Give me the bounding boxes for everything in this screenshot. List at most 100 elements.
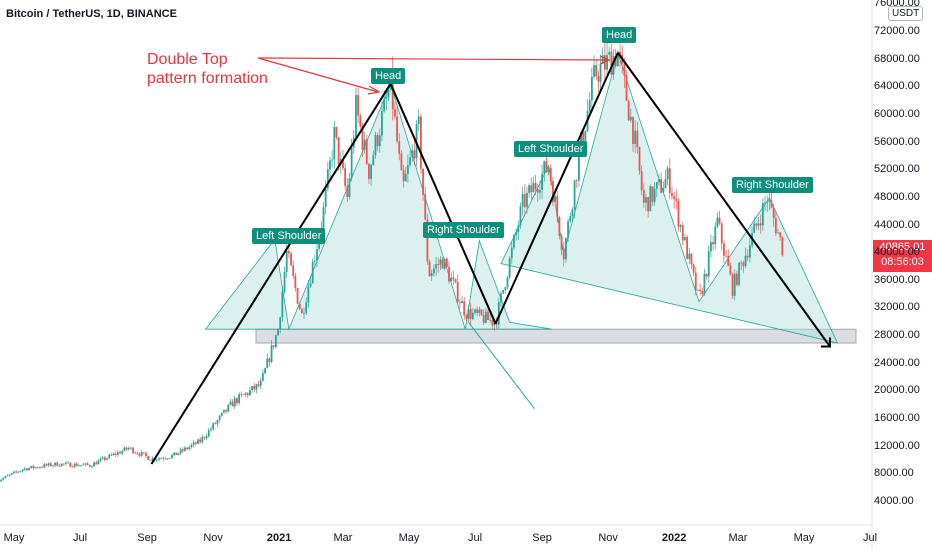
candle-body [636,130,639,148]
candle-body [645,197,647,203]
candle-body [99,458,102,461]
candle-body [104,457,106,460]
candle-body [344,168,347,187]
candle-body [119,452,121,454]
candle-body [65,462,67,464]
candle-body [160,458,163,459]
candle-body [710,242,712,252]
candle-body [482,315,485,323]
right-shoulder-badge-2: Right Shoulder [732,177,813,193]
candle-body [28,468,31,471]
candle-body [774,218,777,234]
candle-body [489,319,492,321]
price-tick: 32000.00 [874,301,920,314]
candle-body [2,478,5,480]
candle-body [32,465,35,469]
candle-body [469,308,472,319]
candle-body [532,182,535,193]
candle-body [761,203,764,226]
candle-body [577,151,580,181]
candle-body [445,258,448,267]
candle-body [329,160,331,170]
candle-body [316,249,318,261]
candle-body [677,201,680,227]
candle-body [75,463,78,467]
candle-body [71,466,74,468]
candle-body [19,471,22,472]
candle-body [716,217,719,227]
candle-body [720,223,723,244]
candle-body [497,302,500,325]
trend-line-up-2 [494,52,619,325]
candle-body [106,458,108,460]
candle-body [484,311,487,323]
candle-body [346,186,349,197]
time-tick: Sep [137,532,157,544]
annotation-arrowhead-1 [599,55,611,65]
right-shoulder-badge-1: Right Shoulder [423,222,504,238]
candle-body [4,476,7,479]
candle-body [681,225,684,241]
candle-body [281,291,284,318]
candle-body [225,409,228,412]
candle-body [443,258,446,269]
candle-body [772,207,775,219]
time-tick: Jul [72,532,88,544]
candle-body [93,462,95,467]
candle-body [264,368,266,374]
candle-body [476,309,479,314]
candle-body [692,264,695,273]
candle-body [731,274,734,296]
candle-body [539,190,541,193]
time-tick: 2021 [266,532,292,544]
candle-body [43,464,46,468]
candle-body [41,467,44,469]
candle-body [199,439,202,443]
candle-body [461,301,463,304]
candle-body [755,223,758,226]
trend-line-down-2 [617,52,831,348]
candle-body [251,386,253,391]
candle-body [177,453,180,455]
candle-body [240,394,243,395]
candle-body [192,442,195,445]
candle-body [216,420,219,424]
candle-body [309,283,312,287]
candle-body [6,475,9,477]
candle-body [331,159,334,161]
candle-body [97,460,100,465]
candle-body [471,312,474,319]
candle-body [123,447,126,451]
candle-body [554,196,556,203]
candle-body [552,181,554,203]
candle-body [179,449,182,454]
currency-label[interactable]: USDT [888,6,924,21]
candle-body [166,458,169,460]
candle-body [424,194,427,220]
candle-body [699,289,701,292]
candle-body [452,277,455,280]
arrow-head-icon [820,337,831,348]
candle-body [21,469,24,472]
candle-body [188,447,191,450]
candle-body [56,462,59,466]
candle-body [753,223,756,233]
candle-body [52,465,54,467]
candle-body [435,264,437,269]
candle-body [39,467,41,469]
candle-body [10,473,13,475]
price-tick: 12000.00 [874,439,920,452]
candle-body [465,315,468,319]
time-tick: Mar [728,532,748,544]
candle-body [714,226,717,245]
price-tick: 28000.00 [874,329,920,342]
candle-body [381,111,383,136]
candle-body [668,168,671,193]
candle-body [575,180,578,182]
candle-body [186,447,189,450]
candle-body [610,51,613,75]
candle-body [402,170,405,182]
price-tick: 60000.00 [874,107,920,120]
